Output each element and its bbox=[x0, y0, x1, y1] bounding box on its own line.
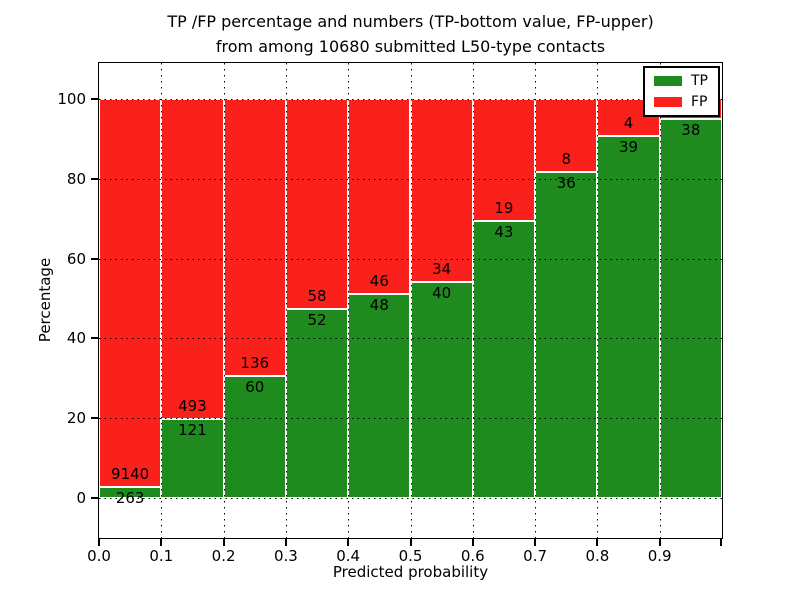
legend-swatch-tp-icon bbox=[654, 76, 682, 86]
x-axis-label: Predicted probability bbox=[332, 563, 489, 581]
x-tick bbox=[534, 539, 537, 546]
tp-bar-segment bbox=[597, 136, 660, 498]
fp-count-label: 46 bbox=[369, 272, 389, 291]
fp-count-label: 136 bbox=[240, 353, 270, 372]
x-tick-label: 0.0 bbox=[87, 547, 111, 565]
fp-count-label: 19 bbox=[494, 199, 514, 218]
y-tick-label: 100 bbox=[57, 90, 86, 108]
fp-count-label: 58 bbox=[307, 287, 327, 306]
fp-count-label: 4 bbox=[623, 114, 634, 133]
x-tick bbox=[471, 539, 474, 546]
y-tick bbox=[91, 98, 98, 100]
chart-title-line1: TP /FP percentage and numbers (TP-bottom… bbox=[167, 12, 654, 31]
x-tick bbox=[409, 539, 412, 546]
fp-bar-segment bbox=[535, 99, 598, 172]
x-tick bbox=[160, 539, 163, 546]
fp-bar-segment bbox=[410, 99, 473, 283]
y-tick bbox=[91, 257, 98, 260]
tp-bar-segment bbox=[223, 375, 286, 498]
x-tick-label: 0.4 bbox=[336, 547, 361, 565]
tp-count-label: 60 bbox=[245, 377, 265, 396]
tp-bar-segment bbox=[410, 282, 473, 498]
y-tick-label: 0 bbox=[76, 489, 86, 507]
tp-count-label: 38 bbox=[681, 120, 701, 139]
x-tick-label: 0.8 bbox=[585, 547, 610, 565]
legend-swatch-fp-icon bbox=[654, 97, 682, 107]
x-tick-label: 0.1 bbox=[149, 547, 174, 565]
x-tick-label: 0.5 bbox=[398, 547, 423, 565]
x-tick bbox=[347, 539, 350, 546]
x-tick bbox=[596, 539, 599, 546]
chart-title: TP /FP percentage and numbers (TP-bottom… bbox=[99, 9, 722, 59]
x-tick-label: 0.2 bbox=[211, 547, 236, 565]
y-tick bbox=[91, 417, 98, 420]
x-tick bbox=[720, 539, 722, 546]
tp-bar-segment bbox=[285, 309, 349, 498]
legend-label-tp: TP bbox=[691, 73, 708, 89]
x-tick-label: 0.9 bbox=[647, 547, 672, 565]
tp-bar-segment bbox=[99, 486, 162, 498]
v-gridline bbox=[410, 63, 412, 538]
tp-count-label: 121 bbox=[178, 421, 207, 440]
x-tick-label: 0.3 bbox=[273, 547, 298, 565]
legend-entry-fp: FP bbox=[654, 95, 708, 109]
y-tick bbox=[91, 337, 98, 340]
v-gridline bbox=[223, 63, 225, 538]
plot-area: TP FP 9140 263 493 121 136 60 58 52 46 48 34 40 19 43… bbox=[98, 62, 723, 539]
fp-count-label: 9140 bbox=[111, 464, 150, 483]
legend-label-fp: FP bbox=[691, 94, 708, 110]
x-tick bbox=[658, 539, 661, 546]
v-gridline bbox=[161, 63, 163, 538]
legend: TP FP bbox=[643, 66, 720, 117]
x-tick bbox=[284, 539, 287, 546]
fp-bar-segment bbox=[223, 99, 286, 376]
y-tick-label: 60 bbox=[66, 249, 86, 268]
legend-entry-tp: TP bbox=[654, 74, 708, 88]
tp-count-label: 263 bbox=[115, 488, 145, 507]
y-tick bbox=[91, 177, 98, 180]
v-gridline bbox=[472, 63, 474, 538]
tp-bar-segment bbox=[348, 294, 411, 498]
tp-count-label: 40 bbox=[432, 284, 452, 303]
tp-bar-segment bbox=[659, 118, 722, 498]
y-tick-label: 20 bbox=[66, 409, 86, 428]
fp-bar-segment bbox=[348, 99, 411, 295]
tp-count-label: 48 bbox=[369, 296, 389, 315]
tp-bar-segment bbox=[535, 171, 598, 498]
fp-bar-segment bbox=[99, 99, 162, 487]
tp-bar-segment bbox=[472, 221, 536, 498]
tp-bar-segment bbox=[161, 419, 224, 498]
y-tick bbox=[91, 497, 98, 499]
x-tick bbox=[222, 539, 225, 546]
fp-count-label: 8 bbox=[561, 149, 572, 168]
fp-bar-segment bbox=[285, 99, 349, 310]
v-gridline bbox=[285, 63, 287, 538]
x-tick-label: 0.6 bbox=[460, 547, 485, 565]
v-gridline bbox=[535, 63, 537, 538]
fp-bar-segment bbox=[472, 99, 536, 222]
x-tick-label: 0.7 bbox=[523, 547, 548, 565]
tp-count-label: 39 bbox=[618, 138, 639, 157]
y-tick-label: 40 bbox=[66, 329, 86, 348]
chart-title-line2: from among 10680 submitted L50-type cont… bbox=[215, 37, 606, 56]
tp-count-label: 52 bbox=[307, 311, 327, 330]
v-gridline bbox=[348, 63, 350, 538]
x-tick bbox=[98, 539, 100, 546]
tp-count-label: 43 bbox=[494, 223, 514, 242]
tp-count-label: 36 bbox=[556, 173, 576, 192]
fp-count-label: 34 bbox=[432, 260, 452, 279]
v-gridline bbox=[659, 63, 661, 538]
v-gridline bbox=[597, 63, 599, 538]
fp-count-label: 493 bbox=[178, 397, 207, 416]
y-tick-label: 80 bbox=[66, 169, 86, 188]
